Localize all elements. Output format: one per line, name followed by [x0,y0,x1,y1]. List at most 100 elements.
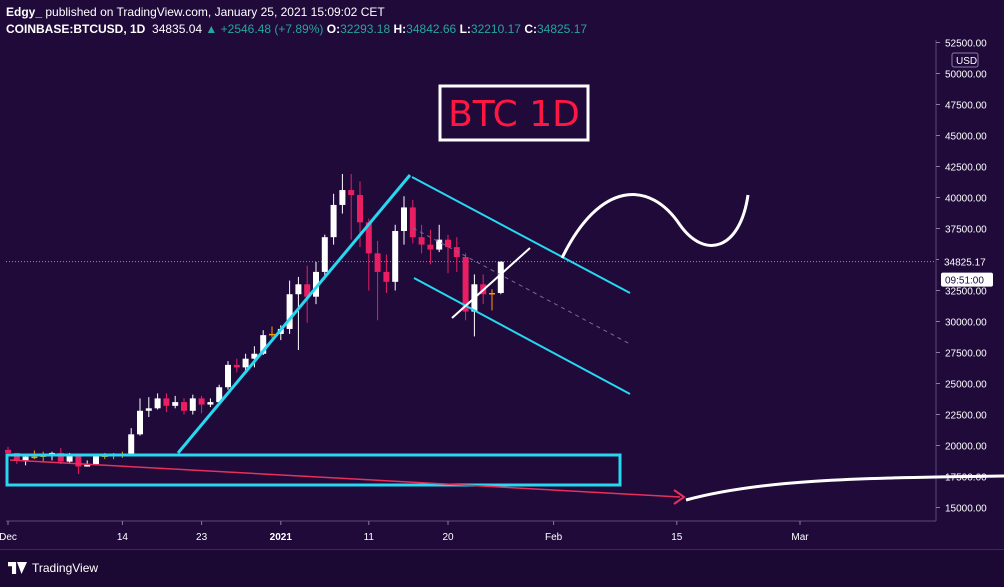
candle-body [313,271,319,297]
candle-body [418,237,425,245]
candle-body [198,398,205,405]
candle-body [357,195,363,223]
footer-bar: TradingView [0,549,1004,587]
candle-body [401,207,407,231]
tradingview-logo-icon [8,562,17,574]
time-tick-label: Feb [545,532,563,543]
candle-body [207,402,214,405]
close-value: 34825.17 [536,22,588,36]
high-label: H: [393,22,407,36]
candle-body [5,449,11,453]
candle-body [84,464,91,467]
candle-body [497,261,504,293]
currency-label: USD [956,56,977,67]
candle-body [260,335,267,354]
tradingview-logo-icon-part [17,562,27,574]
last-price-tag [939,253,999,269]
currency-box [951,52,979,68]
low-value: 32210.17 [470,22,521,36]
candle-body [339,190,346,205]
author-name: Edgy_ [6,5,43,19]
price-chart[interactable]: 52500.00 50000.00 47500.00 45000.00 42500.00… [0,0,1004,549]
countdown-label: 09:51:00 [945,276,984,287]
candle-body [445,239,451,248]
candle-body [93,455,99,465]
tradingview-logo[interactable]: TradingView [8,561,98,575]
price-change: +2546.48 (+7.89%) [220,22,324,36]
countdown-tag [941,272,993,287]
time-tick-label: 20 [442,532,454,543]
candle-body [321,237,328,272]
projection-curve [560,193,750,259]
footer-brand: TradingView [32,561,99,575]
candle-body [145,408,152,411]
time-tick-label: 14 [117,532,129,543]
time-tick-label: 11 [364,532,375,543]
downtrend-arrow-line [9,459,681,498]
price-tick-label: 52500.00 [945,39,987,50]
channel-upper-line [411,176,631,294]
low-label: L: [459,22,471,36]
candle-body [172,402,179,406]
last-price: 34835.04 [152,22,203,36]
candle-body [392,230,399,282]
bear-flag-line [451,247,531,319]
high-value: 34842.66 [406,22,457,36]
candle-body [75,455,82,467]
rising-trendline [176,174,412,454]
symbol-name: COINBASE:BTCUSD, 1D [6,22,146,36]
candle-body [154,398,161,409]
up-triangle-icon: ▲ [205,22,218,36]
candle-body [225,364,231,388]
price-tick-label: 25000.00 [945,380,987,391]
candle-body [251,353,258,359]
candle-body [137,410,143,435]
price-tick-label: 32500.00 [945,287,987,298]
candle-body [453,247,460,258]
price-tick-label: 37500.00 [945,225,987,236]
publish-info: Edgy_ published on TradingView.com, Janu… [6,5,385,19]
candle-body [489,292,495,295]
price-tick-label: 15000.00 [945,504,987,515]
candle-body [128,434,135,455]
time-tick-label: 15 [671,532,683,543]
candle-body [436,239,443,250]
chart-title: BTC 1D [448,94,580,135]
price-tick-label: 27500.00 [945,349,987,360]
candle-body [295,284,302,295]
channel-lower-line [413,277,631,395]
candle-body [348,190,355,196]
candle-body [163,398,170,406]
candle-body [374,253,381,272]
price-tick-label: 42500.00 [945,163,987,174]
candle-body [31,456,38,459]
candle-body [286,294,293,329]
candle-body [57,452,64,462]
candle-body [330,204,337,238]
price-tick-label: 50000.00 [945,70,987,81]
long-term-curve [685,474,1004,502]
candle-body [269,333,275,336]
candle-body [216,387,223,403]
open-label: O: [326,22,341,36]
candle-body [233,364,240,368]
price-tick-label: 30000.00 [945,318,987,329]
plot-area [6,40,936,521]
price-tick-label: 40000.00 [945,194,987,205]
candle-body [383,271,390,282]
price-tick-label: 47500.00 [945,101,987,112]
price-tick-label: 22500.00 [945,411,987,422]
candles-group [5,173,504,475]
range-box [5,453,622,487]
price-tick-label: 45000.00 [945,132,987,143]
arrow-head-icon [673,489,686,505]
time-tick-label: Mar [791,532,809,543]
candle-body [427,244,434,250]
close-label: C: [524,22,537,36]
channel-mid-line [412,227,631,345]
open-value: 32293.18 [340,22,391,36]
candle-body [189,398,196,411]
time-tick-label: 2021 [270,532,293,543]
candle-body [242,358,249,368]
title-frame [438,84,590,142]
